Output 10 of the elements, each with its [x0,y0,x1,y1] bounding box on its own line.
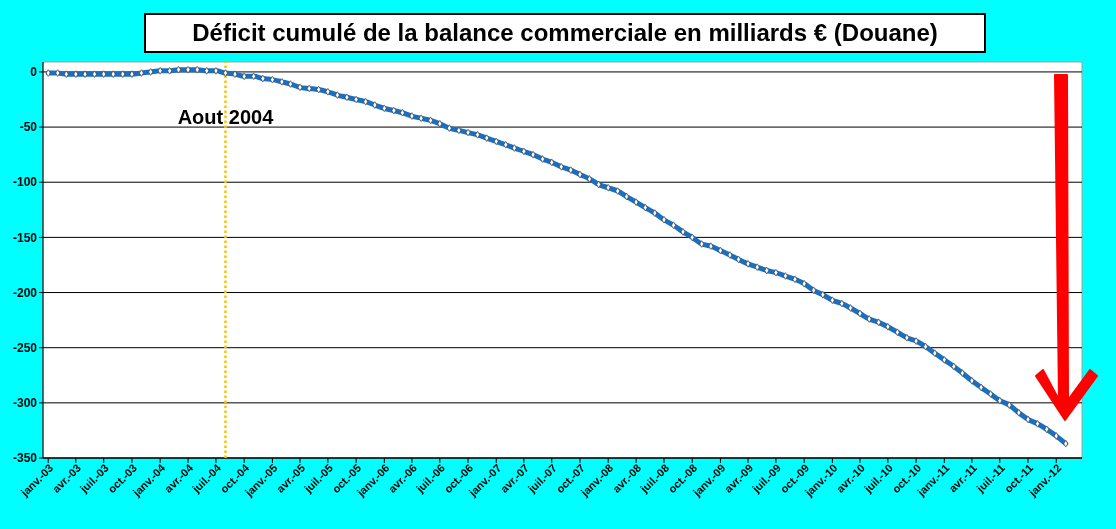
y-tick-label: -150 [12,230,38,245]
y-tick-label: -250 [12,340,38,355]
y-tick-label: 0 [30,65,38,80]
chart-title: Déficit cumulé de la balance commerciale en milliards € (Douane) [192,19,938,46]
y-tick-label: -50 [19,120,38,135]
y-tick-label: -200 [12,285,38,300]
ref-line-label: Aout 2004 [177,106,275,128]
y-tick-label: -300 [12,396,38,411]
y-tick-label: -100 [12,175,38,190]
y-tick-label: -350 [12,451,38,466]
